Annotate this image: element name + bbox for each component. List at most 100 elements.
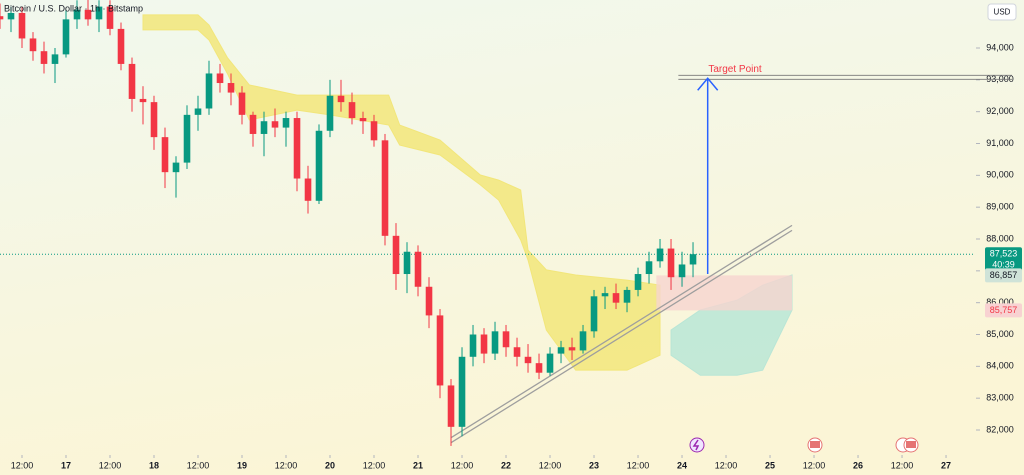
candle-body <box>205 73 213 109</box>
y-tick-label: 85,000 <box>986 329 1014 339</box>
candle-body <box>62 19 70 55</box>
target-label: Target Point <box>708 64 762 75</box>
y-tick-label: 90,000 <box>986 170 1014 180</box>
y-tick-label: 92,000 <box>986 106 1014 116</box>
candle-body <box>667 248 675 278</box>
candle-body <box>513 347 521 357</box>
candle-body <box>414 251 422 287</box>
y-tick-label: 88,000 <box>986 233 1014 243</box>
price-label-box <box>985 303 1022 318</box>
candle-body <box>304 178 312 201</box>
candle-body <box>249 114 257 134</box>
candle-body <box>139 98 147 103</box>
x-tick-label: 20 <box>325 460 335 470</box>
candle-body <box>117 28 125 64</box>
candle-body <box>238 92 246 115</box>
candle-body <box>40 51 48 64</box>
candle-body <box>282 118 290 128</box>
candle-body <box>95 6 103 20</box>
candle-body <box>535 363 543 373</box>
price-label: 87,523 <box>990 249 1018 259</box>
chart-title: Bitcoin / U.S. Dollar · 1h · Bitstamp <box>4 3 143 13</box>
y-tick-label: 94,000 <box>986 42 1014 52</box>
candle-body <box>546 353 554 373</box>
event-icon-glyph <box>692 439 700 451</box>
x-tick-label: 22 <box>501 460 511 470</box>
y-tick-label: 82,000 <box>986 424 1014 434</box>
currency[interactable]: USD <box>994 8 1011 17</box>
candle-body <box>678 264 686 278</box>
y-tick-label: 91,000 <box>986 138 1014 148</box>
flag-glyph <box>906 441 916 448</box>
y-tick-label: 83,000 <box>986 393 1014 403</box>
candle-body <box>51 54 59 64</box>
candle-body <box>150 102 158 138</box>
x-tick-label: 17 <box>61 460 71 470</box>
candle-body <box>458 356 466 427</box>
candle-body <box>0 16 4 20</box>
candle-body <box>447 385 455 427</box>
candle-body <box>194 108 202 115</box>
trendline <box>450 224 793 439</box>
x-tick-label: 12:00 <box>891 460 914 470</box>
candle-body <box>634 274 642 290</box>
candle-body <box>623 289 631 303</box>
x-tick-label: 23 <box>589 460 599 470</box>
candle-body <box>106 6 114 29</box>
candle-body <box>568 347 576 351</box>
candle-body <box>491 331 499 354</box>
candle-body <box>469 334 477 357</box>
candle-body <box>381 140 389 236</box>
x-tick-label: 12:00 <box>715 460 738 470</box>
candle-body <box>348 102 356 119</box>
flag-glyph <box>810 441 820 448</box>
candle-body <box>227 83 235 93</box>
x-tick-label: 18 <box>149 460 159 470</box>
candle-body <box>557 347 565 354</box>
overlay: 82,00083,00084,00085,00086,00087,00088,0… <box>11 42 1022 470</box>
x-tick-label: 12:00 <box>187 460 210 470</box>
price-label: 85,757 <box>990 305 1018 315</box>
trendline <box>450 229 793 444</box>
candle-body <box>326 95 334 131</box>
candle-body <box>590 296 598 332</box>
candle-body <box>601 293 609 297</box>
candle-body <box>689 254 697 265</box>
y-tick-label: 89,000 <box>986 202 1014 212</box>
x-tick-label: 12:00 <box>275 460 298 470</box>
y-tick-label: 84,000 <box>986 361 1014 371</box>
event-icons <box>689 437 919 453</box>
x-tick-label: 12:00 <box>363 460 386 470</box>
x-tick-label: 26 <box>853 460 863 470</box>
candle-body <box>370 121 378 141</box>
candle-body <box>29 38 37 52</box>
candle-body <box>183 114 191 163</box>
candle-body <box>161 137 169 173</box>
candle-body <box>425 286 433 316</box>
candle-body <box>645 261 653 275</box>
candle-body <box>293 118 301 179</box>
currency-box[interactable] <box>987 3 1017 21</box>
candle-body <box>271 121 279 128</box>
price-label-box <box>985 247 1022 274</box>
x-tick-label: 21 <box>413 460 423 470</box>
candle-body <box>579 331 587 351</box>
x-tick-label: 12:00 <box>11 460 34 470</box>
candle-body <box>128 63 136 99</box>
event-icon[interactable] <box>689 437 705 453</box>
x-tick-label: 12:00 <box>99 460 122 470</box>
candle-body <box>502 331 510 348</box>
x-tick-label: 27 <box>941 460 951 470</box>
candle-body <box>260 121 268 134</box>
candle-body <box>656 248 664 262</box>
x-tick-label: 12:00 <box>539 460 562 470</box>
candle-body <box>172 162 180 173</box>
candle-body <box>480 334 488 354</box>
candle-body <box>315 130 323 201</box>
candle-body <box>73 9 81 20</box>
x-tick-label: 24 <box>677 460 687 470</box>
x-tick-label: 19 <box>237 460 247 470</box>
candle-body <box>436 315 444 386</box>
